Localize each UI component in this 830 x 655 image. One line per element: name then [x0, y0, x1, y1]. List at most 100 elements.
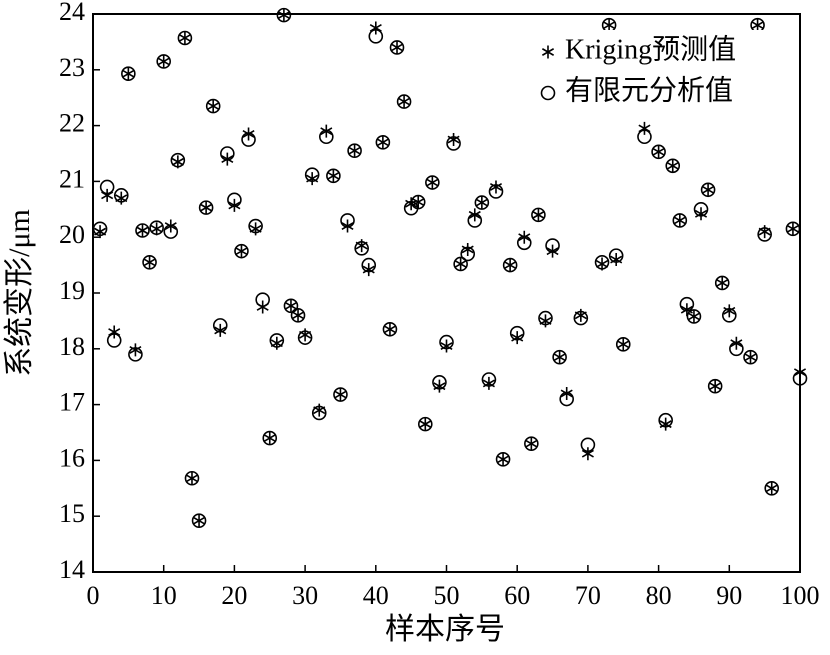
point	[518, 230, 531, 244]
point	[574, 308, 587, 322]
point	[184, 470, 200, 486]
point	[327, 169, 340, 183]
point	[170, 152, 186, 168]
point	[764, 480, 780, 496]
point	[177, 30, 193, 46]
point	[270, 336, 283, 350]
point	[297, 330, 313, 345]
point	[94, 225, 107, 239]
point	[410, 194, 426, 210]
point	[765, 481, 778, 495]
point	[433, 379, 446, 393]
point	[277, 8, 290, 22]
point	[382, 321, 398, 337]
point	[581, 447, 594, 461]
point	[659, 417, 672, 431]
point	[673, 213, 686, 227]
point	[355, 239, 368, 253]
point	[637, 129, 652, 145]
point	[489, 180, 503, 194]
point	[709, 379, 722, 393]
point	[743, 349, 758, 365]
point	[362, 263, 375, 277]
point	[474, 195, 490, 210]
point	[156, 54, 171, 69]
point	[390, 40, 404, 54]
point	[665, 158, 681, 174]
point	[573, 310, 589, 326]
point	[341, 219, 354, 233]
point	[603, 18, 616, 32]
point	[115, 191, 128, 205]
point	[516, 235, 532, 251]
point	[121, 66, 136, 82]
point	[497, 452, 510, 466]
point	[525, 437, 538, 451]
point	[340, 213, 355, 228]
y-tick-label: 16	[59, 443, 85, 472]
point	[193, 514, 206, 528]
point	[686, 309, 702, 324]
point	[538, 310, 553, 326]
point	[221, 152, 234, 166]
point	[220, 146, 235, 161]
point	[354, 241, 369, 256]
point	[207, 99, 220, 113]
x-tick-label: 0	[87, 581, 100, 610]
point	[716, 276, 729, 290]
point	[453, 256, 468, 272]
point	[417, 416, 433, 432]
point	[482, 376, 495, 390]
point	[101, 188, 114, 202]
point	[283, 298, 299, 314]
point	[559, 391, 574, 407]
point	[467, 213, 483, 228]
x-tick-label: 40	[363, 581, 389, 610]
point	[723, 304, 736, 318]
point	[425, 175, 440, 190]
point	[142, 255, 157, 270]
legend-background	[532, 30, 794, 116]
point	[389, 40, 405, 55]
point	[439, 334, 454, 350]
point	[702, 183, 715, 197]
legend-marker	[541, 45, 555, 59]
point	[304, 167, 320, 183]
point	[651, 144, 666, 160]
point	[730, 336, 743, 350]
y-tick-label: 24	[59, 0, 85, 26]
point	[580, 437, 596, 453]
y-tick-label: 23	[59, 53, 85, 82]
y-tick-label: 19	[59, 276, 85, 305]
point	[129, 343, 142, 357]
point	[707, 378, 723, 394]
point	[361, 257, 377, 273]
point	[234, 243, 249, 259]
point	[375, 135, 391, 150]
point	[249, 222, 262, 236]
point	[666, 159, 679, 173]
point	[143, 255, 156, 269]
legend-marker	[540, 85, 556, 101]
point	[108, 325, 121, 339]
point	[475, 196, 488, 210]
point	[212, 318, 228, 333]
y-tick-label: 15	[59, 499, 85, 528]
point	[502, 257, 518, 273]
point	[552, 349, 567, 365]
point	[744, 350, 757, 364]
point	[292, 308, 305, 322]
point	[672, 213, 688, 228]
point	[531, 207, 546, 223]
point	[136, 224, 149, 238]
point	[398, 95, 411, 109]
x-tick-label: 70	[575, 581, 601, 610]
point	[495, 451, 511, 467]
point	[694, 207, 708, 221]
point	[652, 145, 665, 159]
point	[369, 21, 382, 35]
point	[368, 29, 384, 44]
point	[348, 144, 361, 158]
point	[191, 513, 207, 528]
